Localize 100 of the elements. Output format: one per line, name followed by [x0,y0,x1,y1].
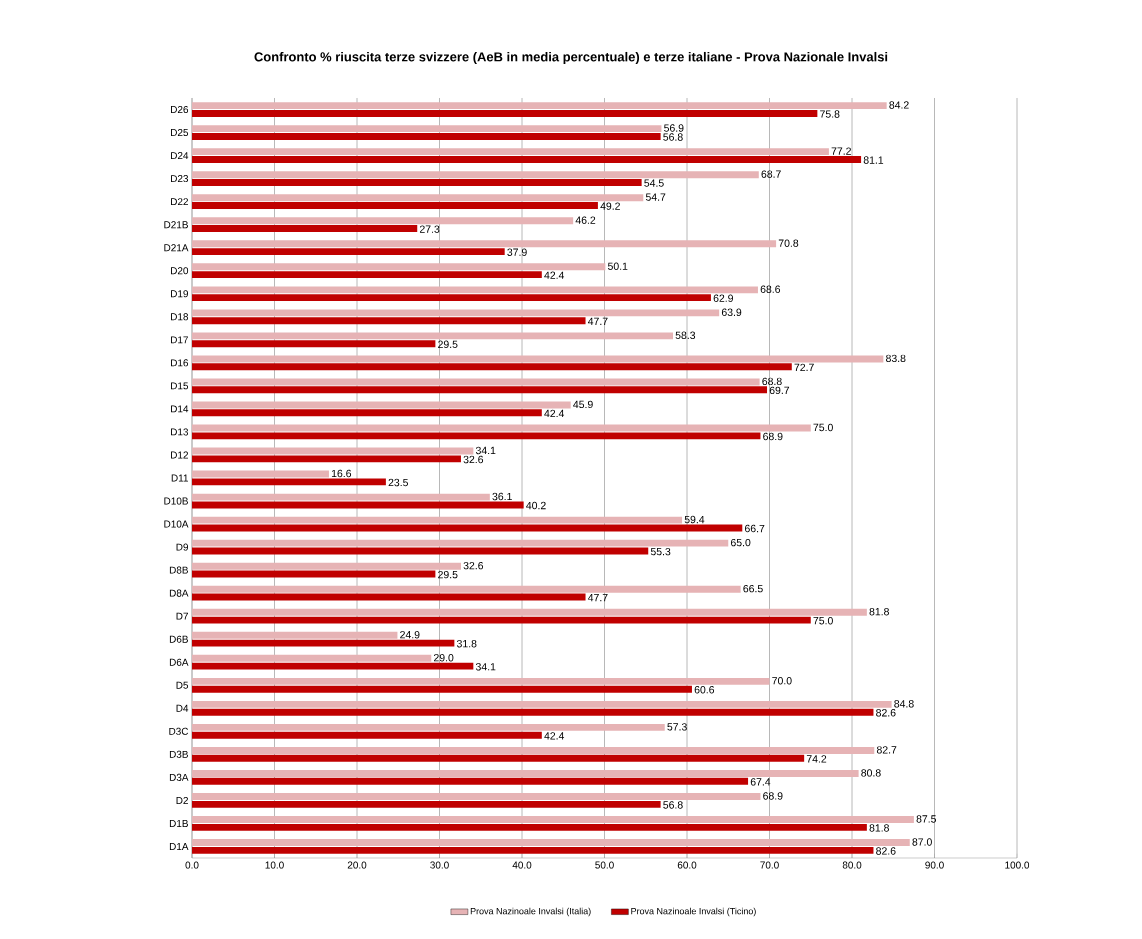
bar [192,470,329,478]
data-label: 60.6 [694,686,715,694]
bar [192,846,874,854]
y-tick-label: D1B [169,820,188,827]
data-label: 68.7 [761,170,781,178]
bar [192,493,490,501]
y-tick-label: D11 [171,474,189,482]
data-label: 82.6 [876,709,896,717]
y-tick-label: D10B [164,497,188,505]
data-label: 77.2 [831,147,851,155]
data-label: 29.5 [438,570,458,579]
y-tick-label: D3A [169,773,189,781]
chart-title: Confronto % riuscita terze svizzere (AeB in media percentuale) e terze italiane - Prova Nazionale Invalsi [254,51,888,65]
y-tick-label: D9 [176,543,189,551]
y-tick-label: D25 [171,129,189,137]
bar [192,202,598,209]
bar [192,608,867,616]
data-label: 68.9 [763,432,783,441]
data-label: 46.2 [575,216,596,224]
bar [192,708,874,716]
data-label: 67.4 [750,778,771,786]
data-label: 45.9 [573,400,593,409]
bar [192,754,805,762]
x-tick-label: 60.0 [677,861,697,869]
data-label: 82.7 [876,746,897,754]
bar [192,148,829,156]
legend-label: Prova Nazinoale Invalsi (Italia) [470,907,591,917]
x-tick-label: 0.0 [185,861,199,869]
bar [192,478,386,486]
bar [192,409,542,417]
data-label: 29.0 [433,654,454,662]
bar [192,516,683,524]
bar [192,332,673,340]
bar [192,179,642,186]
y-tick-label: D16 [171,359,189,367]
y-tick-label: D3C [169,727,189,735]
x-tick-label: 20.0 [347,861,367,869]
y-tick-label: D6B [169,635,188,643]
bar [192,839,910,847]
data-label: 54.7 [645,193,666,201]
y-tick-label: D17 [171,336,188,344]
data-label: 66.5 [743,584,763,593]
bar [192,263,606,271]
data-label: 47.7 [587,594,608,602]
data-label: 42.4 [544,732,565,740]
x-tick-label: 80.0 [842,861,862,869]
y-tick-label: D1A [169,843,189,850]
bar [192,593,586,601]
x-tick-label: 10.0 [265,861,284,869]
x-tick-label: 40.0 [512,861,532,869]
bar [192,562,461,570]
bar [192,294,711,302]
x-tick-label: 70.0 [760,861,779,869]
data-label: 87.5 [916,815,936,823]
x-tick-label: 100.0 [1005,861,1030,869]
data-label: 87.0 [912,838,932,846]
bar [192,639,455,647]
bar [192,700,892,708]
data-label: 72.7 [794,363,814,371]
bar [192,770,859,777]
data-label: 59.4 [684,515,705,524]
bar [192,102,887,110]
data-label: 81.8 [869,824,889,832]
data-label: 50.1 [607,262,628,270]
y-tick-label: D2 [176,796,188,804]
bar [192,156,862,163]
y-tick-label: D15 [171,382,189,390]
data-label: 66.7 [745,524,765,533]
bar [192,386,768,394]
data-label: 75.0 [813,423,833,432]
data-label: 83.8 [886,354,906,363]
bar [192,723,665,731]
data-label: 63.9 [721,308,742,316]
data-label: 69.7 [769,386,790,395]
bar [192,539,729,547]
data-label: 24.9 [400,631,420,639]
bar [192,816,914,823]
data-label: 42.4 [544,409,565,418]
data-label: 62.9 [713,294,733,302]
bar [192,631,398,639]
data-label: 70.8 [778,239,799,247]
y-tick-label: D14 [171,405,189,413]
bar [192,800,661,808]
bar [192,286,758,294]
x-tick-label: 30.0 [430,861,449,869]
bar [192,240,777,248]
bar [192,217,574,225]
data-label: 56.8 [663,133,683,141]
bar [192,340,436,348]
y-tick-label: D12 [171,451,188,459]
y-tick-label: D8A [169,589,189,597]
data-label: 75.8 [820,110,840,118]
y-tick-label: D13 [171,428,189,436]
bar [192,171,759,179]
data-label: 81.8 [869,607,889,616]
data-label: 23.5 [388,478,408,487]
y-tick-label: D23 [171,175,189,183]
y-tick-label: D18 [171,313,189,321]
data-label: 75.0 [813,616,833,625]
data-label: 56.8 [663,801,683,809]
